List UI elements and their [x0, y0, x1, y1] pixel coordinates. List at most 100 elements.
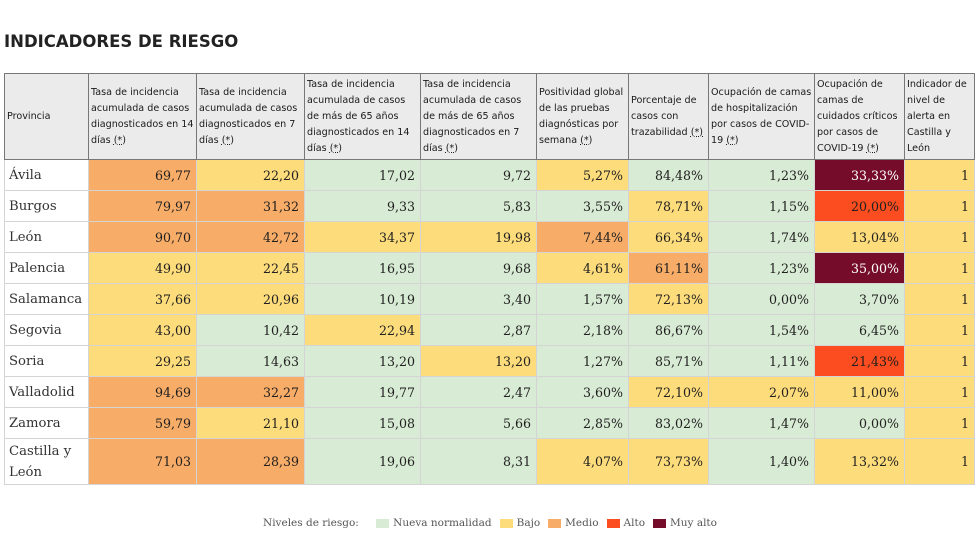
indicator-cell: 1,40%: [708, 438, 815, 485]
province-name: Ávila: [4, 159, 89, 191]
indicator-cell: 85,71%: [628, 345, 709, 377]
indicator-cell: 1: [904, 252, 975, 284]
indicator-cell: 72,13%: [628, 283, 709, 315]
province-name: Castilla y León: [4, 438, 89, 485]
footnote-marker[interactable]: (*): [329, 142, 342, 154]
indicator-cell: 0,00%: [708, 283, 815, 315]
indicator-cell: 21,10: [196, 407, 305, 439]
table-row: Segovia 43,00 10,42 22,94 2,87 2,18% 86,67% 1,5…: [4, 314, 975, 346]
indicator-cell: 13,20: [420, 345, 537, 377]
indicator-cell: 5,83: [420, 190, 537, 222]
column-header-8: Ocupación de camas de cuidados críticos …: [814, 73, 905, 160]
indicator-cell: 7,44%: [536, 221, 629, 253]
indicator-cell: 2,47: [420, 376, 537, 408]
indicator-cell: 9,33: [304, 190, 421, 222]
table-row: Valladolid 94,69 32,27 19,77 2,47 3,60% 72,10%…: [4, 376, 975, 408]
indicator-cell: 3,40: [420, 283, 537, 315]
indicator-cell: 17,02: [304, 159, 421, 191]
indicator-cell: 11,00%: [814, 376, 905, 408]
risk-indicators-table: Provincia Tasa de incidencia acumulada de…: [4, 73, 975, 485]
footnote-marker[interactable]: (*): [866, 142, 879, 154]
indicator-cell: 21,43%: [814, 345, 905, 377]
footnote-marker[interactable]: (*): [690, 126, 703, 138]
indicator-cell: 14,63: [196, 345, 305, 377]
province-name: Palencia: [4, 252, 89, 284]
legend-swatch-nueva: [376, 518, 390, 528]
indicator-cell: 19,98: [420, 221, 537, 253]
legend-item-label: Bajo: [516, 517, 541, 529]
footnote-marker[interactable]: (*): [113, 134, 126, 146]
legend-swatch-medio: [548, 518, 562, 528]
indicator-cell: 1: [904, 190, 975, 222]
indicator-cell: 35,00%: [814, 252, 905, 284]
indicator-cell: 10,19: [304, 283, 421, 315]
column-header-label: Tasa de incidencia acumulada de casos de…: [307, 78, 410, 154]
indicator-cell: 19,06: [304, 438, 421, 485]
indicator-cell: 3,60%: [536, 376, 629, 408]
indicator-cell: 9,72: [420, 159, 537, 191]
risk-legend: Niveles de riesgo: Nueva normalidad Bajo M…: [0, 517, 980, 529]
indicator-cell: 1,23%: [708, 252, 815, 284]
indicator-cell: 61,11%: [628, 252, 709, 284]
indicator-cell: 79,97: [88, 190, 197, 222]
page-title: INDICADORES DE RIESGO: [4, 32, 239, 51]
legend-item-label: Alto: [623, 517, 646, 529]
table-row: Castilla y León 71,03 28,39 19,06 8,31 4,07% 7…: [4, 438, 975, 485]
indicator-cell: 43,00: [88, 314, 197, 346]
footnote-marker[interactable]: (*): [580, 134, 593, 146]
table-row: Zamora 59,79 21,10 15,08 5,66 2,85% 83,02% 1,47…: [4, 407, 975, 439]
indicator-cell: 5,27%: [536, 159, 629, 191]
indicator-cell: 1,57%: [536, 283, 629, 315]
indicator-cell: 32,27: [196, 376, 305, 408]
indicator-cell: 1: [904, 283, 975, 315]
legend-label: Niveles de riesgo:: [263, 517, 359, 529]
table-row: Burgos 79,97 31,32 9,33 5,83 3,55% 78,71% 1,15%…: [4, 190, 975, 222]
indicator-cell: 37,66: [88, 283, 197, 315]
indicator-cell: 3,70%: [814, 283, 905, 315]
table-header-row: Provincia Tasa de incidencia acumulada de…: [4, 73, 975, 160]
indicator-cell: 94,69: [88, 376, 197, 408]
column-header-6: Porcentaje de casos con trazabilidad (*): [628, 73, 709, 160]
indicator-cell: 20,96: [196, 283, 305, 315]
footnote-marker[interactable]: (*): [221, 134, 234, 146]
footnote-marker[interactable]: (*): [445, 142, 458, 154]
indicator-cell: 49,90: [88, 252, 197, 284]
indicator-cell: 2,87: [420, 314, 537, 346]
indicator-cell: 59,79: [88, 407, 197, 439]
legend-item-label: Muy alto: [670, 517, 717, 529]
indicator-cell: 22,20: [196, 159, 305, 191]
table-row: Ávila 69,77 22,20 17,02 9,72 5,27% 84,48% 1,23%…: [4, 159, 975, 191]
column-header-label: Porcentaje de casos con trazabilidad: [631, 94, 697, 138]
indicator-cell: 78,71%: [628, 190, 709, 222]
indicator-cell: 1,74%: [708, 221, 815, 253]
province-name: Valladolid: [4, 376, 89, 408]
column-header-label: Ocupación de camas de hospitalización po…: [711, 86, 812, 146]
indicator-cell: 1,47%: [708, 407, 815, 439]
indicator-cell: 1,23%: [708, 159, 815, 191]
column-header-label: Positividad global de las pruebas diagnó…: [539, 86, 624, 146]
indicator-cell: 28,39: [196, 438, 305, 485]
indicator-cell: 1: [904, 376, 975, 408]
indicator-cell: 2,07%: [708, 376, 815, 408]
indicator-cell: 1: [904, 314, 975, 346]
indicator-cell: 10,42: [196, 314, 305, 346]
indicator-cell: 31,32: [196, 190, 305, 222]
indicator-cell: 2,18%: [536, 314, 629, 346]
province-name: León: [4, 221, 89, 253]
indicator-cell: 16,95: [304, 252, 421, 284]
column-header-label: Provincia: [7, 110, 51, 122]
province-name: Burgos: [4, 190, 89, 222]
indicator-cell: 4,07%: [536, 438, 629, 485]
indicator-cell: 34,37: [304, 221, 421, 253]
province-name: Segovia: [4, 314, 89, 346]
indicator-cell: 83,02%: [628, 407, 709, 439]
column-header-7: Ocupación de camas de hospitalización po…: [708, 73, 815, 160]
indicator-cell: 3,55%: [536, 190, 629, 222]
indicator-cell: 73,73%: [628, 438, 709, 485]
table-row: Soria 29,25 14,63 13,20 13,20 1,27% 85,71% 1,11…: [4, 345, 975, 377]
indicator-cell: 33,33%: [814, 159, 905, 191]
column-header-label: Tasa de incidencia acumulada de casos de…: [423, 78, 522, 154]
footnote-marker[interactable]: (*): [726, 134, 739, 146]
indicator-cell: 1: [904, 438, 975, 485]
column-header-2: Tasa de incidencia acumulada de casos di…: [196, 73, 305, 160]
